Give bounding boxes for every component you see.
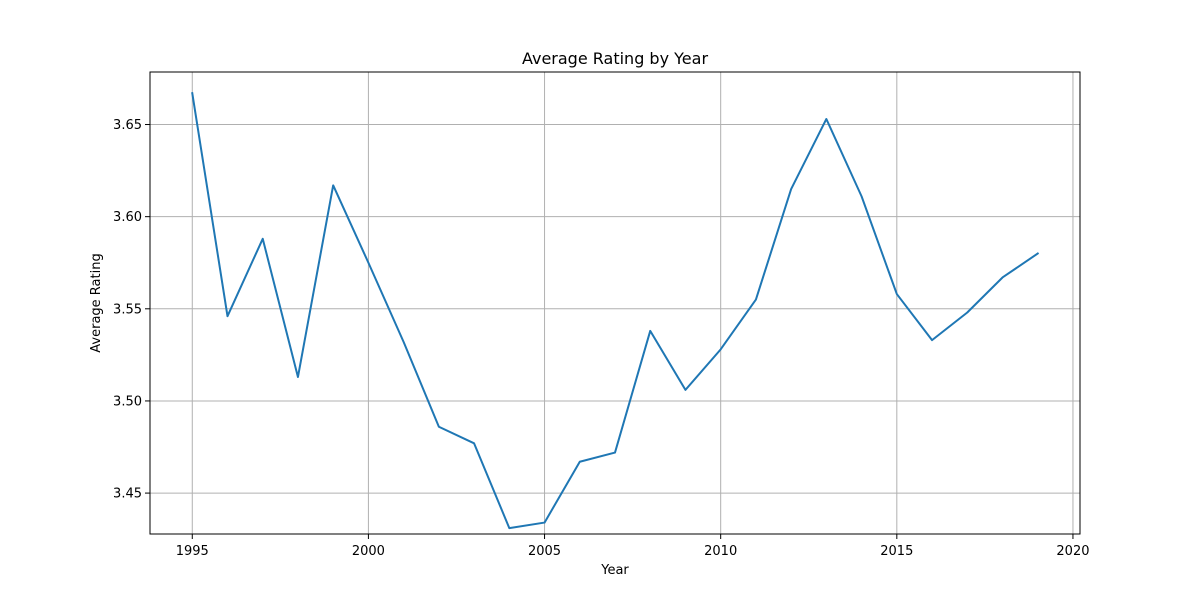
y-tick-label: 3.55 [113, 302, 142, 317]
x-tick-label: 2015 [880, 544, 913, 559]
series-line [191, 92, 1040, 530]
x-tick-label: 2005 [528, 544, 561, 559]
y-tick-label: 3.45 [113, 487, 142, 502]
x-tick-label: 2020 [1056, 544, 1089, 559]
chart-title: Average Rating by Year [522, 49, 708, 68]
x-tick-label: 1995 [176, 544, 209, 559]
y-tick-label: 3.50 [113, 394, 142, 409]
x-axis-label: Year [600, 563, 629, 578]
series-layer [191, 92, 1040, 530]
x-tick-label: 2000 [352, 544, 385, 559]
y-axis-label: Average Rating [89, 253, 104, 352]
y-tick-label: 3.65 [113, 118, 142, 133]
x-tick-label: 2010 [704, 544, 737, 559]
tick-layer: 1995 2000 2005 2010 2015 2020 3.45 3.50 3.55 3.60… [113, 118, 1089, 559]
grid-lines [150, 72, 1080, 534]
plot-frame [149, 71, 1081, 535]
y-tick-label: 3.60 [113, 210, 142, 225]
